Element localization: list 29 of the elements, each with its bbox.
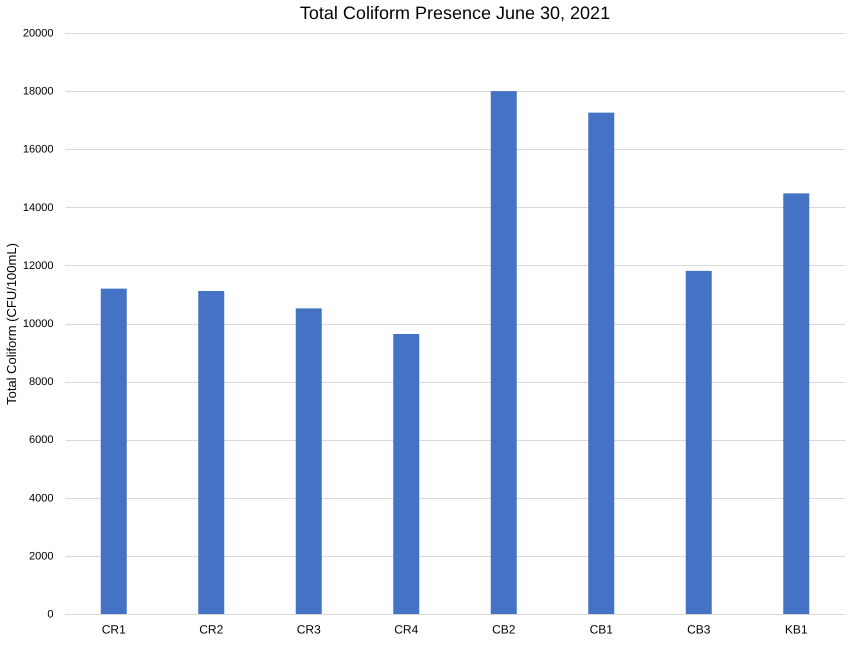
x-tick-label: CB1: [590, 622, 614, 636]
y-tick-label: 20000: [22, 28, 54, 40]
y-tick-label: 18000: [22, 86, 54, 98]
bar: [296, 308, 322, 614]
bar: [393, 334, 420, 614]
x-tick-label: KB1: [784, 622, 808, 636]
y-tick-label: 8000: [29, 376, 54, 388]
bar: [198, 290, 224, 614]
x-tick-label: CR1: [102, 622, 126, 636]
y-tick-label: 12000: [22, 260, 54, 272]
x-tick-label: CR2: [199, 622, 224, 636]
y-axis-title: Total Coliform (CFU/100mL): [4, 243, 19, 405]
y-tick-label: 6000: [29, 434, 54, 446]
x-tick-label: CR3: [296, 622, 322, 636]
y-tick-label: 2000: [29, 550, 54, 562]
bar: [588, 112, 614, 614]
bar: [783, 193, 810, 614]
x-tick-label: CR4: [394, 622, 419, 636]
bar: [100, 288, 127, 614]
x-tick-label: CB2: [492, 622, 516, 636]
bar: [490, 91, 517, 614]
chart-title: Total Coliform Presence June 30, 2021: [300, 3, 610, 23]
y-tick-label: 14000: [22, 202, 54, 214]
bar: [686, 270, 712, 614]
y-tick-label: 16000: [22, 144, 54, 156]
y-tick-label: 0: [47, 608, 54, 620]
y-tick-label: 10000: [22, 318, 54, 330]
y-tick-label: 4000: [29, 492, 54, 504]
x-tick-label: CB3: [687, 622, 711, 636]
